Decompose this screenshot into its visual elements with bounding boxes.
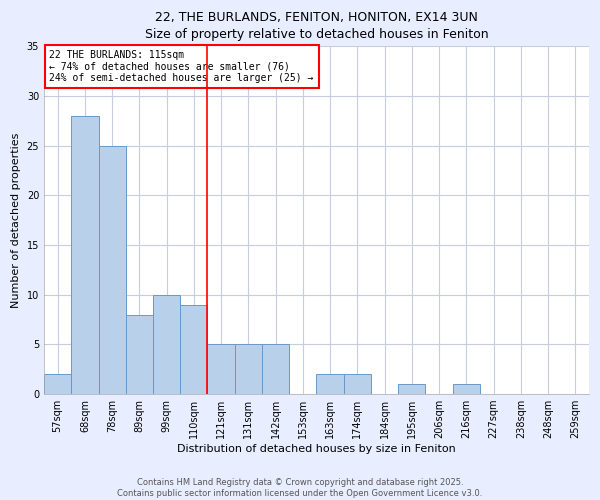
Bar	[98, 146, 126, 394]
Bar	[398, 384, 425, 394]
Bar	[71, 116, 98, 394]
X-axis label: Distribution of detached houses by size in Feniton: Distribution of detached houses by size …	[177, 444, 456, 454]
Bar	[126, 314, 153, 394]
Bar	[452, 384, 480, 394]
Bar	[208, 344, 235, 394]
Text: 22 THE BURLANDS: 115sqm
← 74% of detached houses are smaller (76)
24% of semi-de: 22 THE BURLANDS: 115sqm ← 74% of detache…	[49, 50, 314, 83]
Bar	[344, 374, 371, 394]
Bar	[235, 344, 262, 394]
Bar	[153, 294, 180, 394]
Title: 22, THE BURLANDS, FENITON, HONITON, EX14 3UN
Size of property relative to detach: 22, THE BURLANDS, FENITON, HONITON, EX14…	[145, 11, 488, 41]
Text: Contains HM Land Registry data © Crown copyright and database right 2025.
Contai: Contains HM Land Registry data © Crown c…	[118, 478, 482, 498]
Y-axis label: Number of detached properties: Number of detached properties	[11, 132, 21, 308]
Bar	[180, 304, 208, 394]
Bar	[262, 344, 289, 394]
Bar	[316, 374, 344, 394]
Bar	[44, 374, 71, 394]
